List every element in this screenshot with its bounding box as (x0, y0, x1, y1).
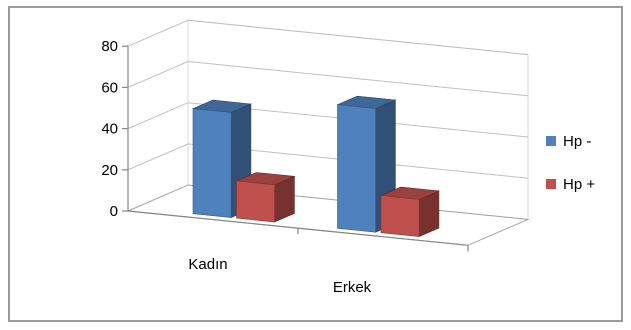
legend-label: Hp - (563, 133, 591, 150)
x-category-label: Erkek (333, 279, 372, 296)
bar-Hp + (236, 180, 275, 223)
chart-svg: 0 20 40 60 80 Kadın Erkek Hp - Hp + (101, 19, 595, 296)
chart-frame: 0 20 40 60 80 Kadın Erkek Hp - Hp + (8, 6, 623, 322)
gridline (127, 143, 529, 179)
floor (126, 184, 530, 246)
y-tick-label: 0 (110, 203, 118, 220)
y-tick-label: 20 (101, 162, 118, 179)
bar-Hp + (380, 195, 420, 237)
y-tick-label: 60 (101, 79, 118, 96)
y-tick-label: 80 (101, 38, 118, 55)
x-category-label: Kadın (188, 256, 227, 273)
bar-Hp - (192, 108, 232, 218)
legend-swatch (546, 179, 556, 189)
legend-swatch (546, 136, 556, 146)
gridline (127, 60, 529, 97)
y-tick-label: 40 (101, 121, 118, 138)
bar-Hp - (337, 104, 376, 233)
gridline (127, 102, 529, 138)
legend-label: Hp + (563, 176, 595, 193)
gridline (127, 19, 529, 56)
